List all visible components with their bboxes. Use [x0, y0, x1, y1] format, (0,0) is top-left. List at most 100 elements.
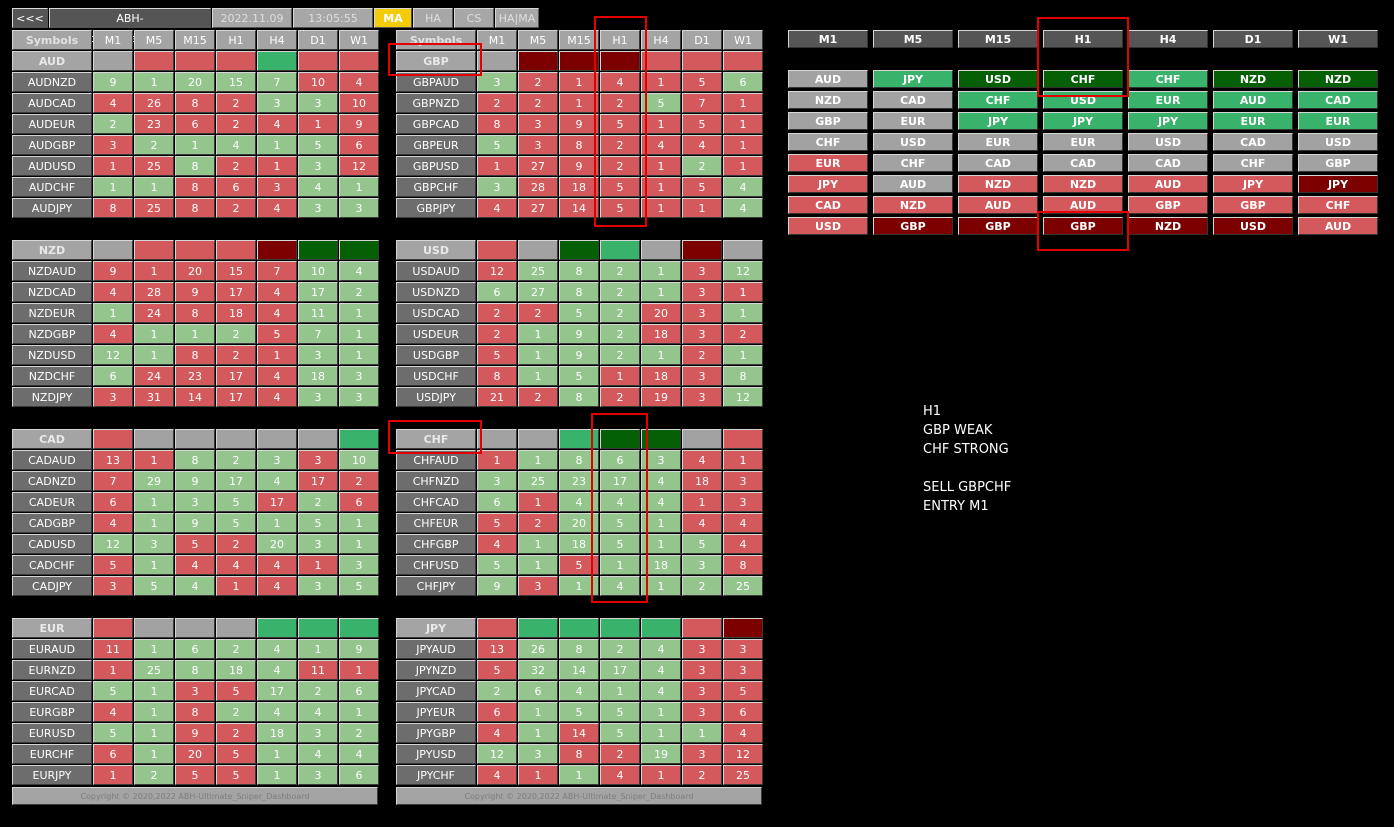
signal-cell-m1: 8 — [477, 366, 517, 386]
symbol-button[interactable]: EURNZD — [12, 660, 92, 680]
signal-cell-w1: 1 — [339, 702, 379, 722]
symbol-button[interactable]: USDCHF — [396, 366, 476, 386]
currency-label[interactable]: AUD — [12, 51, 92, 71]
symbol-button[interactable]: JPYGBP — [396, 723, 476, 743]
symbol-button[interactable]: CHFGBP — [396, 534, 476, 554]
symbol-button[interactable]: GBPEUR — [396, 135, 476, 155]
back-button[interactable]: <<< — [12, 8, 48, 28]
symbol-button[interactable]: CADCHF — [12, 555, 92, 575]
symbol-button[interactable]: CHFEUR — [396, 513, 476, 533]
table-row: CADAUD 13 1 8 2 3 3 10 — [12, 450, 380, 471]
symbol-button[interactable]: CADGBP — [12, 513, 92, 533]
symbol-button[interactable]: GBPUSD — [396, 156, 476, 176]
currency-label[interactable]: EUR — [12, 618, 92, 638]
symbol-button[interactable]: CHFAUD — [396, 450, 476, 470]
table-row: EURJPY 1 2 5 5 1 3 6 — [12, 765, 380, 786]
symbol-button[interactable]: JPYNZD — [396, 660, 476, 680]
symbol-button[interactable]: NZDGBP — [12, 324, 92, 344]
symbol-button[interactable]: JPYEUR — [396, 702, 476, 722]
currency-strength-m15 — [559, 429, 599, 449]
signal-cell-h4: 1 — [641, 72, 681, 92]
symbol-button[interactable]: CADUSD — [12, 534, 92, 554]
symbol-button[interactable]: CHFNZD — [396, 471, 476, 491]
rank-cell-d1: USD — [1213, 217, 1293, 235]
rank-cell-d1: AUD — [1213, 91, 1293, 109]
symbol-button[interactable]: NZDEUR — [12, 303, 92, 323]
currency-label[interactable]: CHF — [396, 429, 476, 449]
signal-cell-w1: 9 — [339, 639, 379, 659]
signal-cell-m1: 3 — [93, 135, 133, 155]
symbol-button[interactable]: USDJPY — [396, 387, 476, 407]
symbol-button[interactable]: GBPAUD — [396, 72, 476, 92]
signal-cell-m15: 8 — [175, 156, 215, 176]
symbol-button[interactable]: GBPNZD — [396, 93, 476, 113]
symbol-button[interactable]: CADAUD — [12, 450, 92, 470]
signal-cell-h4: 4 — [641, 135, 681, 155]
tab-ha-ma[interactable]: HA|MA — [495, 8, 539, 28]
currency-strength-h4 — [257, 618, 297, 638]
symbol-button[interactable]: CHFCAD — [396, 492, 476, 512]
symbol-button[interactable]: EURCAD — [12, 681, 92, 701]
currency-header-row: GBP — [396, 51, 764, 72]
symbol-button[interactable]: USDEUR — [396, 324, 476, 344]
symbol-button[interactable]: USDNZD — [396, 282, 476, 302]
symbol-button[interactable]: JPYCAD — [396, 681, 476, 701]
currency-strength-m1 — [477, 240, 517, 260]
symbol-button[interactable]: CADEUR — [12, 492, 92, 512]
currency-label[interactable]: JPY — [396, 618, 476, 638]
symbol-button[interactable]: AUDJPY — [12, 198, 92, 218]
signal-cell-m5: 2 — [518, 72, 558, 92]
table-row: CHFJPY 9 3 1 4 1 2 25 — [396, 576, 764, 597]
symbol-button[interactable]: NZDCHF — [12, 366, 92, 386]
symbol-button[interactable]: JPYAUD — [396, 639, 476, 659]
signal-cell-w1: 4 — [339, 72, 379, 92]
tab-ha[interactable]: HA — [413, 8, 453, 28]
symbol-button[interactable]: NZDAUD — [12, 261, 92, 281]
symbol-button[interactable]: USDGBP — [396, 345, 476, 365]
symbol-button[interactable]: USDCAD — [396, 303, 476, 323]
currency-strength-d1 — [298, 429, 338, 449]
symbol-button[interactable]: AUDEUR — [12, 114, 92, 134]
table-row: AUDJPY 8 25 8 2 4 3 3 — [12, 198, 380, 219]
symbol-button[interactable]: GBPCHF — [396, 177, 476, 197]
signal-cell-w1: 3 — [339, 387, 379, 407]
symbol-button[interactable]: EURUSD — [12, 723, 92, 743]
symbol-button[interactable]: EURGBP — [12, 702, 92, 722]
signal-cell-h4: 1 — [641, 261, 681, 281]
table-row: GBPJPY 4 27 14 5 1 1 4 — [396, 198, 764, 219]
signal-cell-m15: 20 — [175, 72, 215, 92]
symbol-button[interactable]: CHFJPY — [396, 576, 476, 596]
tab-ma[interactable]: MA — [374, 8, 412, 28]
symbol-button[interactable]: CADNZD — [12, 471, 92, 491]
signal-cell-d1: 4 — [682, 135, 722, 155]
symbol-button[interactable]: NZDUSD — [12, 345, 92, 365]
symbol-button[interactable]: NZDJPY — [12, 387, 92, 407]
symbol-button[interactable]: EURJPY — [12, 765, 92, 785]
symbol-button[interactable]: CADJPY — [12, 576, 92, 596]
symbol-button[interactable]: AUDUSD — [12, 156, 92, 176]
currency-label[interactable]: CAD — [12, 429, 92, 449]
symbol-button[interactable]: CHFUSD — [396, 555, 476, 575]
currency-label[interactable]: NZD — [12, 240, 92, 260]
symbol-button[interactable]: GBPCAD — [396, 114, 476, 134]
symbol-button[interactable]: AUDNZD — [12, 72, 92, 92]
signal-cell-h1: 1 — [600, 555, 640, 575]
signal-cell-d1: 1 — [682, 198, 722, 218]
symbol-button[interactable]: JPYUSD — [396, 744, 476, 764]
symbol-button[interactable]: USDAUD — [396, 261, 476, 281]
currency-header-row: NZD — [12, 240, 380, 261]
tab-cs[interactable]: CS — [454, 8, 494, 28]
symbol-button[interactable]: AUDCHF — [12, 177, 92, 197]
currency-label[interactable]: GBP — [396, 51, 476, 71]
symbol-button[interactable]: JPYCHF — [396, 765, 476, 785]
rank-cell-h4: JPY — [1128, 112, 1208, 130]
symbol-button[interactable]: GBPJPY — [396, 198, 476, 218]
currency-label[interactable]: USD — [396, 240, 476, 260]
symbol-button[interactable]: AUDCAD — [12, 93, 92, 113]
signal-cell-m5: 2 — [518, 303, 558, 323]
symbol-button[interactable]: AUDGBP — [12, 135, 92, 155]
symbol-button[interactable]: EURCHF — [12, 744, 92, 764]
symbol-button[interactable]: NZDCAD — [12, 282, 92, 302]
rank-cell-d1: NZD — [1213, 70, 1293, 88]
symbol-button[interactable]: EURAUD — [12, 639, 92, 659]
